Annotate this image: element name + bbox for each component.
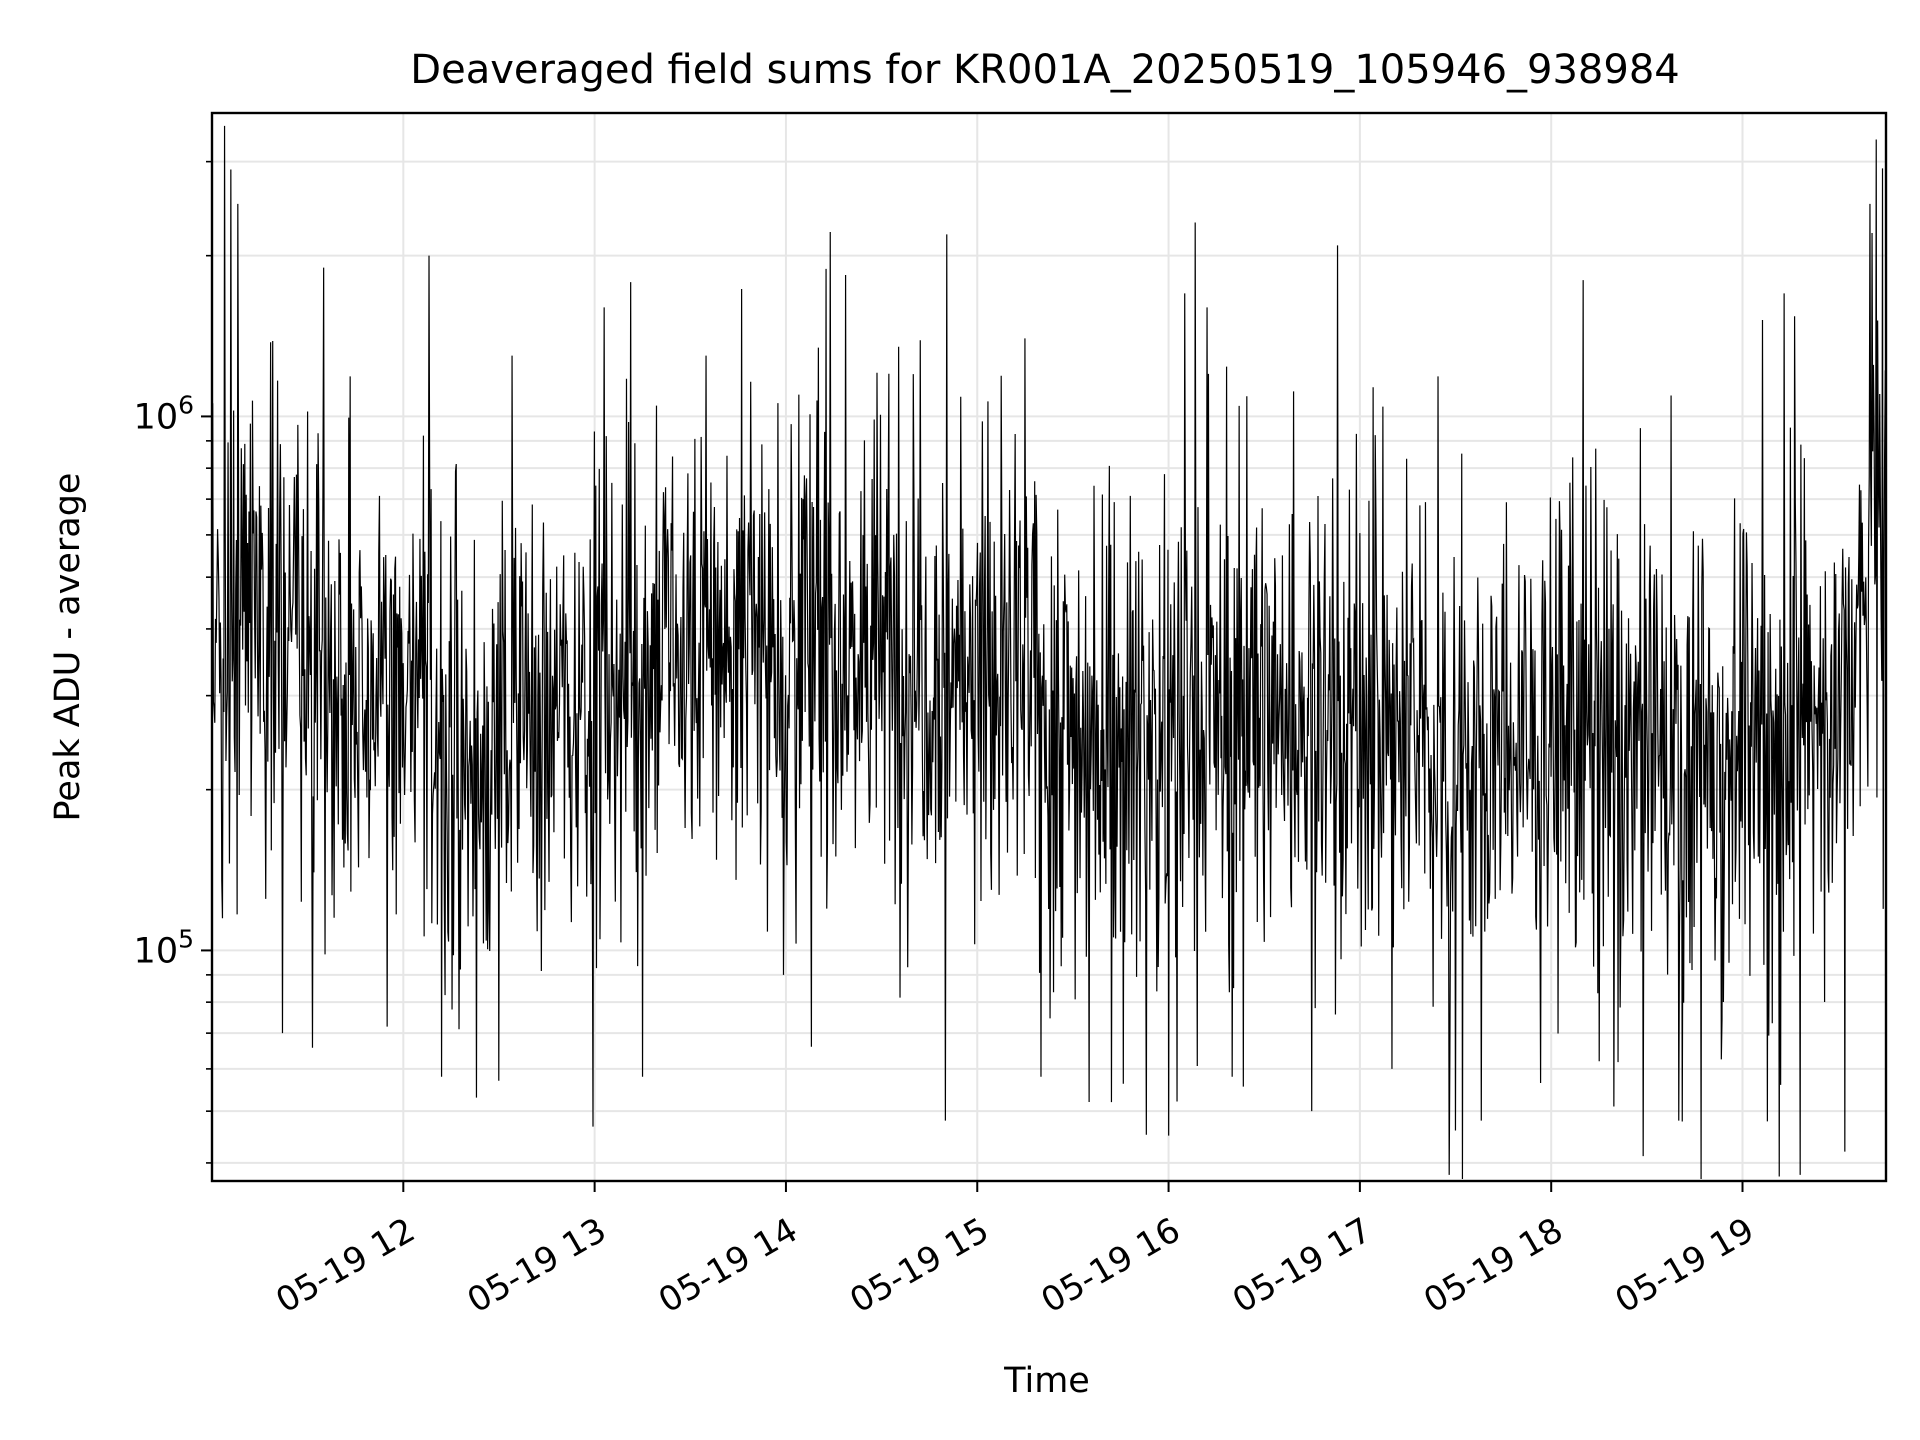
y-axis-ticks: 105 106	[134, 160, 212, 1164]
y-tick-label: 106	[134, 390, 194, 437]
x-axis-label: Time	[1003, 1361, 1090, 1401]
y-axis-label: Peak ADU - average	[48, 473, 88, 822]
y-tick-label: 105	[134, 924, 194, 971]
series-layer	[211, 125, 1887, 1180]
chart-title: Deaveraged field sums for KR001A_2025051…	[410, 47, 1679, 93]
series-line	[211, 125, 1887, 1180]
plot-frame	[210, 111, 1888, 1183]
